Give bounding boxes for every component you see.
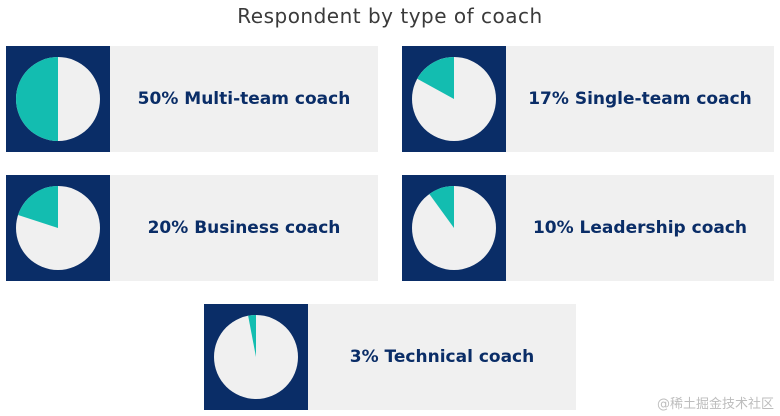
pie-slice: [429, 186, 454, 228]
pie-box: [6, 175, 110, 281]
pie-slice: [18, 186, 59, 228]
coach-label: 10% Leadership coach: [532, 218, 748, 238]
pie-box: [204, 304, 308, 410]
pie-box: [402, 46, 506, 152]
coach-label: 50% Multi-team coach: [137, 89, 351, 109]
coach-label: 17% Single-team coach: [528, 89, 752, 109]
pie-chart: [412, 186, 496, 270]
coach-label: 3% Technical coach: [349, 347, 535, 367]
watermark: @稀土掘金技术社区: [656, 397, 774, 412]
pie-chart: [16, 186, 100, 270]
coach-card-technical: 3% Technical coach: [204, 304, 576, 410]
chart-title: Respondent by type of coach: [237, 4, 543, 28]
pie-slice: [417, 57, 454, 99]
pie-box: [6, 46, 110, 152]
pie-slice: [248, 315, 256, 357]
coach-card-leadership: 10% Leadership coach: [402, 175, 774, 281]
coach-card-multi-team: 50% Multi-team coach: [6, 46, 378, 152]
pie-chart: [16, 57, 100, 141]
pie-slice: [16, 57, 58, 141]
pie-box: [402, 175, 506, 281]
coach-card-business: 20% Business coach: [6, 175, 378, 281]
pie-chart: [412, 57, 496, 141]
coach-card-single-team: 17% Single-team coach: [402, 46, 774, 152]
pie-chart: [214, 315, 298, 399]
coach-label: 20% Business coach: [147, 218, 341, 238]
